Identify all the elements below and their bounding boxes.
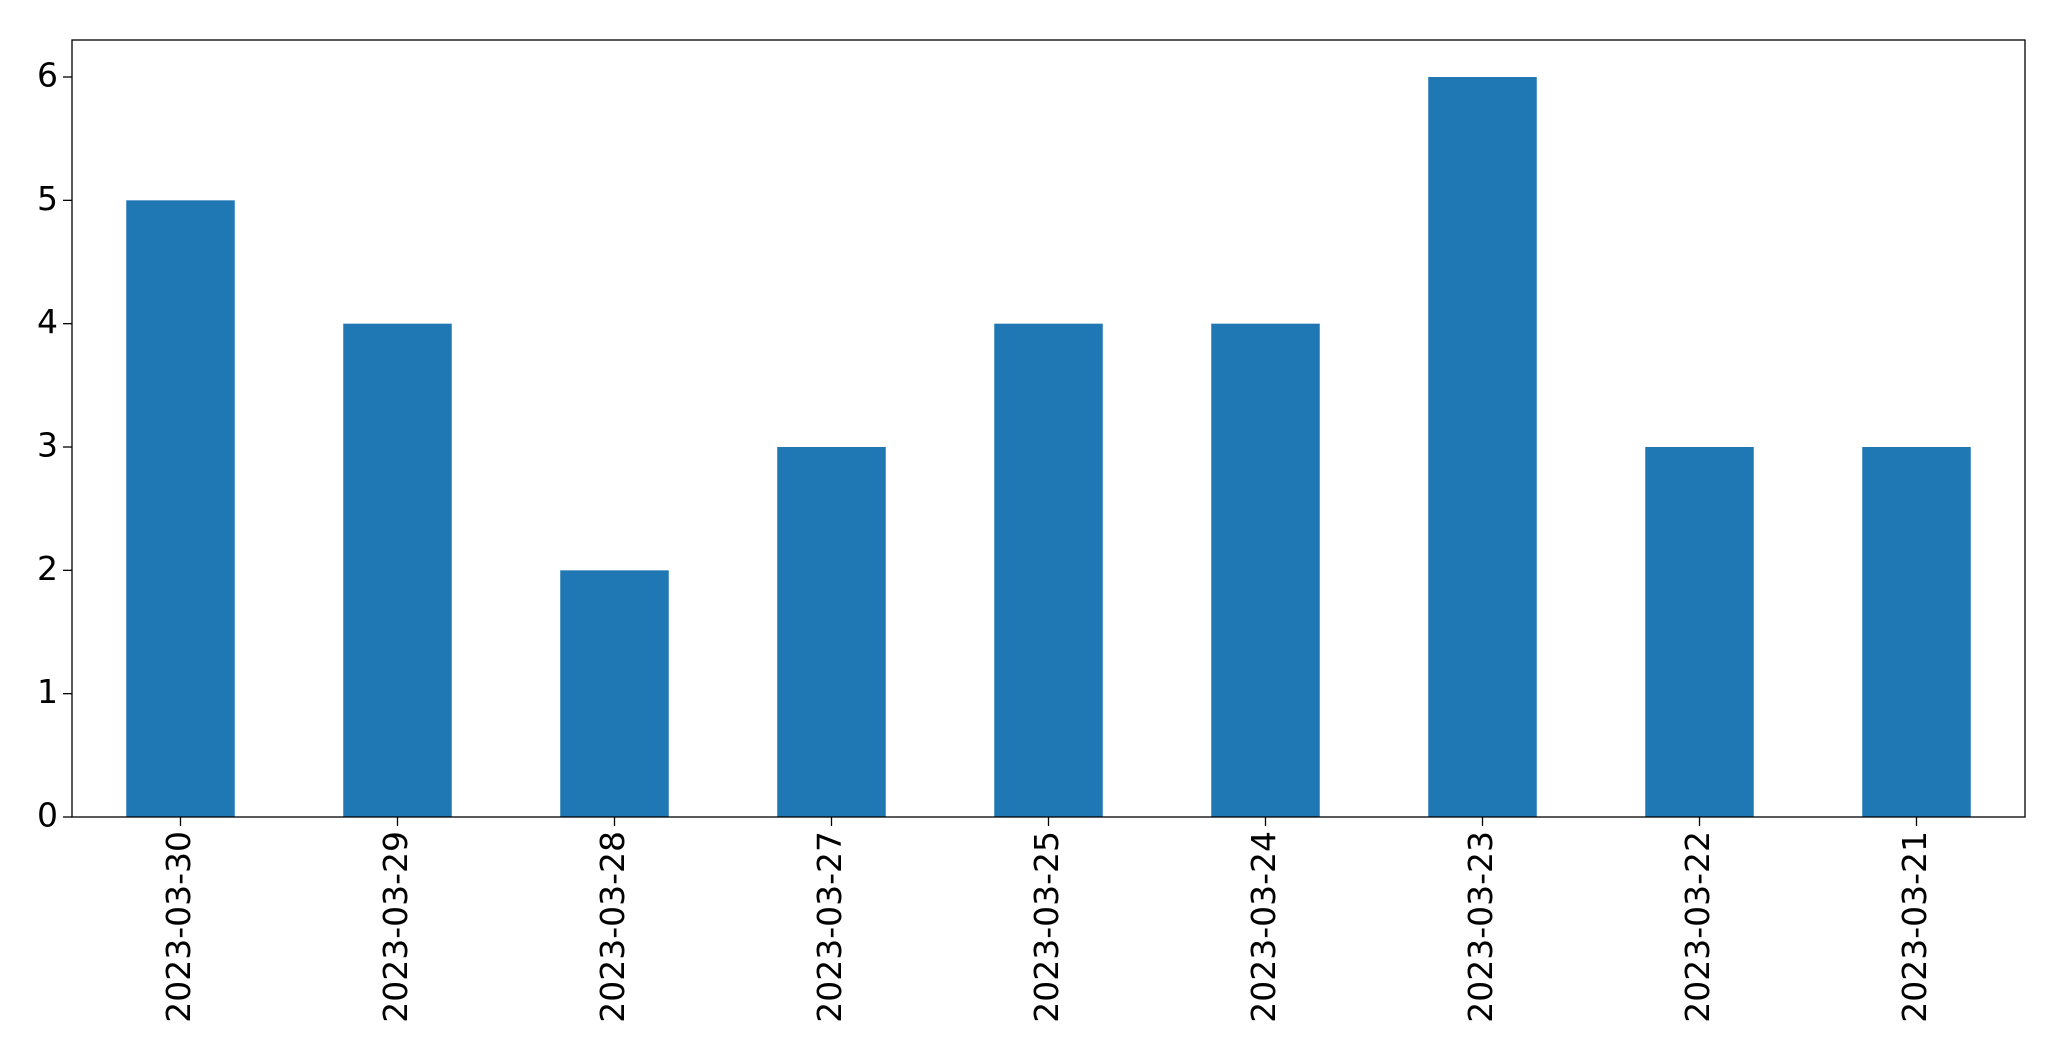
- y-tick-label: 4: [37, 302, 58, 341]
- bar: [1645, 447, 1754, 817]
- bar: [126, 200, 235, 818]
- x-tick-label: 2023-03-29: [376, 831, 415, 1023]
- x-tick-label: 2023-03-21: [1895, 831, 1934, 1023]
- x-tick-label: 2023-03-24: [1244, 831, 1283, 1023]
- bar: [1428, 77, 1537, 817]
- x-tick-label: 2023-03-30: [159, 831, 198, 1023]
- y-tick-label: 2: [37, 549, 58, 588]
- y-tick-label: 6: [37, 56, 58, 95]
- y-tick-label: 5: [37, 179, 58, 218]
- x-tick-label: 2023-03-22: [1678, 831, 1717, 1023]
- bar: [560, 570, 669, 817]
- bar: [1211, 323, 1320, 817]
- x-tick-label: 2023-03-25: [1027, 831, 1066, 1023]
- x-tick-label: 2023-03-27: [810, 831, 849, 1023]
- bar: [343, 323, 452, 817]
- plot-frame: [71, 39, 2026, 818]
- y-tick-label: 1: [37, 672, 58, 711]
- bar: [1862, 447, 1971, 817]
- bar: [994, 323, 1103, 817]
- y-tick-label: 0: [37, 796, 58, 835]
- bar: [777, 447, 886, 817]
- y-tick-label: 3: [37, 426, 58, 465]
- x-tick-label: 2023-03-23: [1461, 831, 1500, 1023]
- x-tick-label: 2023-03-28: [593, 831, 632, 1023]
